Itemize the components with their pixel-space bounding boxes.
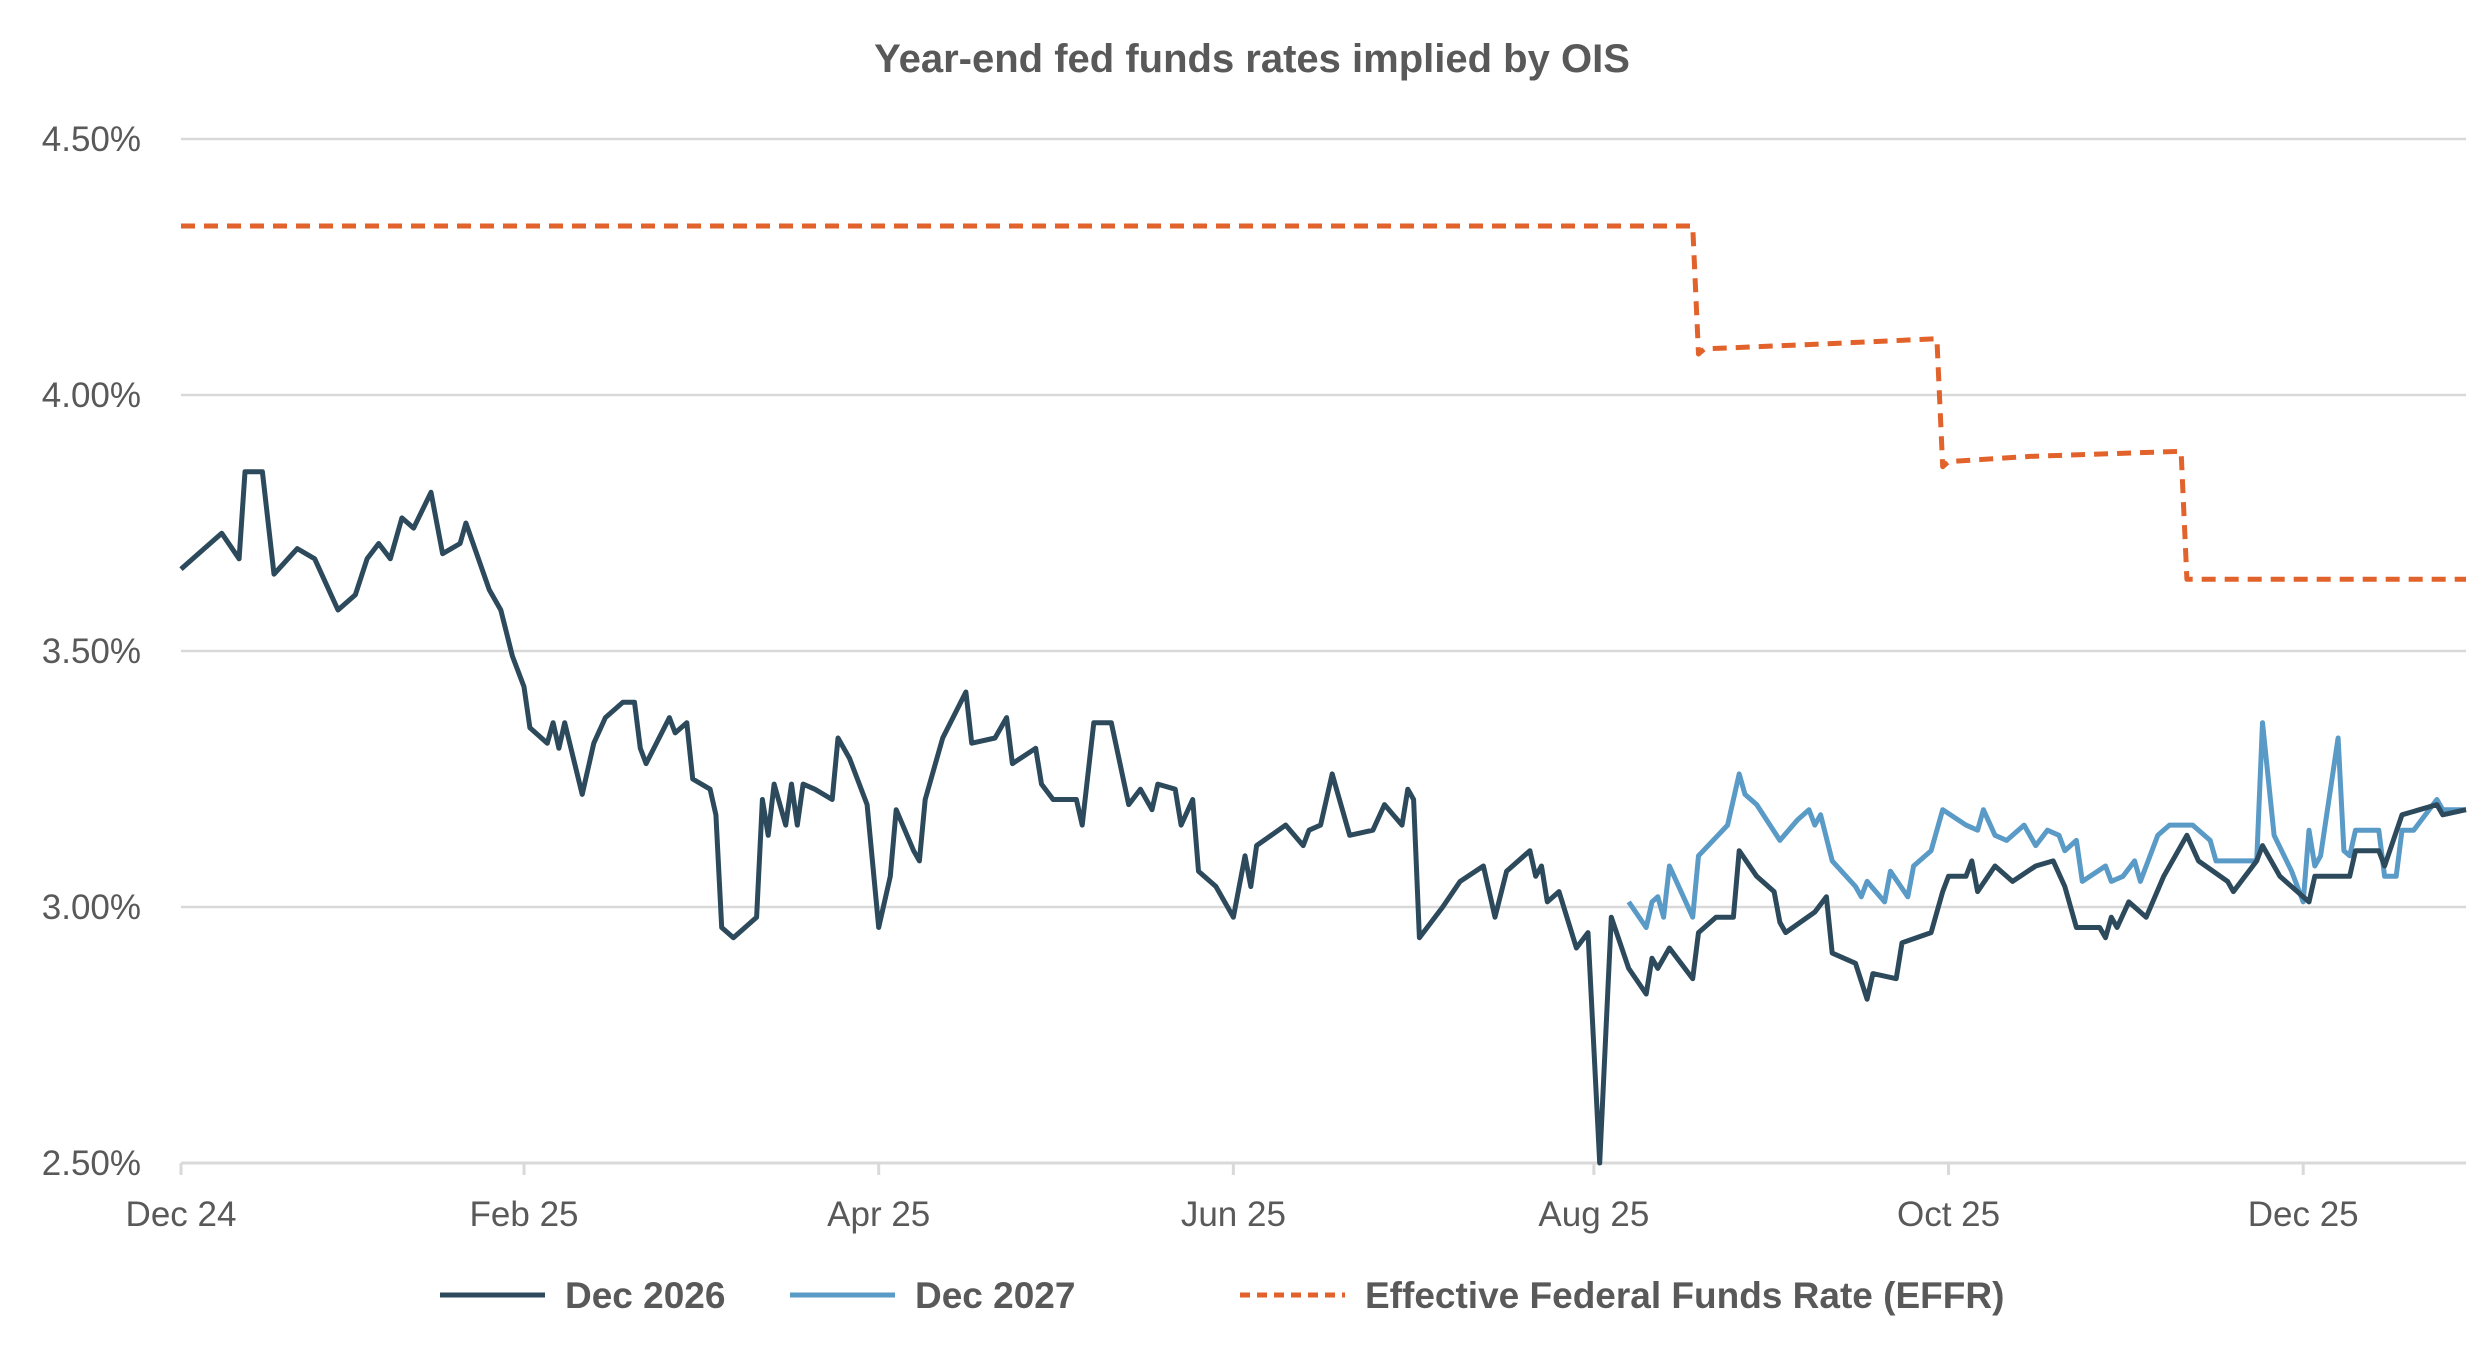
y-tick-label: 2.50%	[42, 1144, 141, 1183]
chart-title: Year-end fed funds rates implied by OIS	[874, 37, 1630, 81]
legend-label: Dec 2027	[915, 1275, 1075, 1316]
x-tick-label: Oct 25	[1897, 1195, 2000, 1234]
gridlines	[181, 137, 2466, 1165]
x-tick-label: Dec 25	[2248, 1195, 2359, 1234]
y-tick-label: 4.50%	[42, 120, 141, 159]
legend-label: Dec 2026	[565, 1275, 725, 1316]
x-tick-label: Dec 24	[126, 1195, 237, 1234]
x-tick-label: Jun 25	[1181, 1195, 1286, 1234]
x-tick-label: Aug 25	[1538, 1195, 1649, 1234]
x-axis: Dec 24 Feb 25 Apr 25 Jun 25 Aug 25 Oct 25 Dec …	[126, 1161, 2466, 1234]
y-tick-label: 4.00%	[42, 376, 141, 415]
series-lines	[179, 223, 2467, 1166]
series-line-1	[1626, 720, 2466, 930]
series-line-2	[181, 223, 2466, 582]
y-axis-tick-labels: 2.50% 3.00% 3.50% 4.00% 4.50%	[42, 120, 141, 1183]
y-tick-label: 3.00%	[42, 888, 141, 927]
legend-label: Effective Federal Funds Rate (EFFR)	[1365, 1275, 2004, 1316]
series-line-0	[179, 469, 2467, 1166]
legend: Dec 2026 Dec 2027 Effective Federal Funds …	[440, 1275, 2004, 1316]
x-tick-label: Feb 25	[470, 1195, 579, 1234]
y-tick-label: 3.50%	[42, 632, 141, 671]
x-tick-label: Apr 25	[827, 1195, 930, 1234]
